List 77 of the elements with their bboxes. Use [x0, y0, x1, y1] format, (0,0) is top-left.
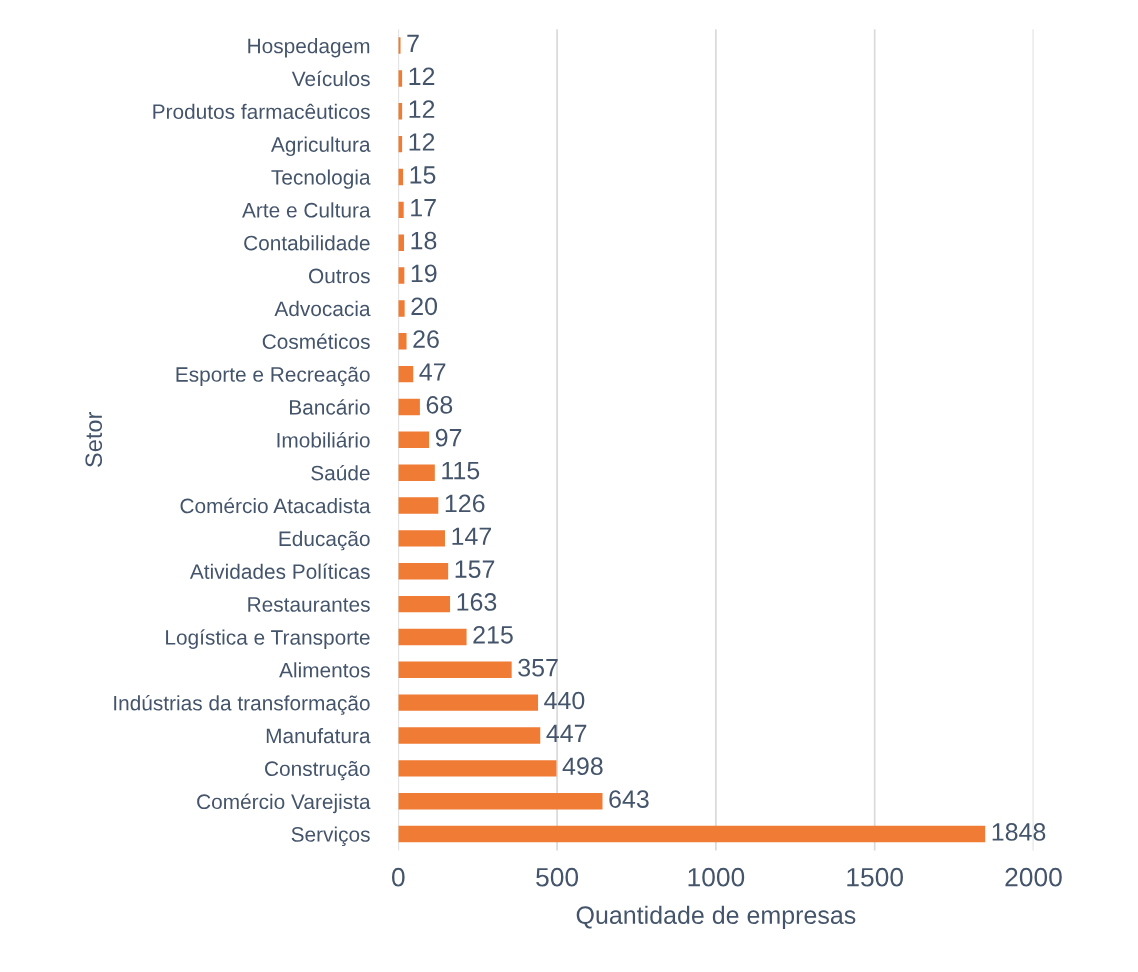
- x-tick-label: 0: [391, 867, 405, 887]
- bar: [398, 37, 401, 54]
- y-tick-label: Atividades Políticas: [189, 563, 370, 579]
- data-label: 163: [457, 593, 497, 611]
- x-tick-label: 1500: [847, 867, 903, 887]
- y-tick-label: Produtos farmacêuticos: [153, 103, 370, 120]
- y-tick-label: Alimentos: [279, 662, 370, 678]
- data-label: 147: [452, 527, 491, 545]
- x-axis-title: Quantidade de empresas: [576, 905, 856, 929]
- bar: [398, 793, 603, 810]
- y-tick-label: Bancário: [290, 399, 370, 415]
- data-label: 7: [407, 34, 419, 53]
- y-tick-label: Tecnologia: [271, 169, 371, 189]
- y-tick-label: Saúde: [311, 464, 370, 481]
- data-label: 12: [409, 133, 435, 151]
- data-label: 157: [455, 560, 495, 578]
- y-tick-label: Construção: [265, 760, 370, 781]
- data-label: 47: [419, 363, 446, 381]
- bar: [398, 628, 467, 646]
- y-tick-label: Comércio Atacadista: [180, 497, 371, 514]
- bar: [398, 530, 445, 547]
- data-label: 12: [409, 100, 435, 118]
- y-tick-label: Outros: [308, 268, 370, 284]
- bar: [398, 825, 986, 843]
- data-label: 498: [562, 757, 603, 776]
- bar: [398, 464, 435, 481]
- data-label: 215: [473, 625, 513, 644]
- bar: [398, 201, 404, 219]
- bar: [398, 398, 420, 416]
- y-tick-label: Educação: [279, 530, 370, 551]
- y-tick-label: Serviços: [291, 826, 370, 847]
- data-label: 15: [410, 166, 436, 184]
- bar: [398, 694, 539, 711]
- bar: [398, 595, 451, 613]
- y-axis-title: Setor: [85, 412, 103, 467]
- data-label: 68: [426, 395, 453, 414]
- bar: [398, 563, 449, 580]
- x-tick-label: 1000: [688, 867, 745, 887]
- x-tick-label: 2000: [1005, 867, 1062, 887]
- data-label: 357: [518, 658, 558, 677]
- data-label: 20: [411, 297, 438, 316]
- data-label: 19: [411, 264, 437, 283]
- bar: [398, 234, 405, 251]
- x-tick-label: 500: [536, 867, 579, 887]
- data-label: 643: [609, 790, 649, 808]
- bar: [398, 431, 430, 449]
- y-tick-label: Restaurantes: [248, 597, 370, 612]
- y-tick-label: Imobiliário: [277, 432, 370, 448]
- y-tick-label: Manufatura: [266, 727, 371, 744]
- y-tick-label: Agricultura: [270, 136, 371, 157]
- y-tick-label: Indústrias da transformação: [114, 694, 370, 715]
- y-tick-label: Veículos: [291, 70, 370, 87]
- data-label: 447: [546, 724, 587, 742]
- y-tick-label: Hospedagem: [248, 38, 370, 58]
- bar: [398, 727, 541, 744]
- y-tick-label: Contabilidade: [244, 235, 370, 251]
- y-tick-label: Arte e Cultura: [242, 202, 371, 218]
- data-label: 115: [442, 461, 480, 480]
- bar: [398, 365, 414, 383]
- y-tick-label: Esporte e Recreação: [176, 366, 370, 387]
- data-label: 97: [435, 428, 462, 447]
- bar: [398, 333, 407, 350]
- y-tick-label: Cosméticos: [262, 333, 370, 350]
- data-label: 17: [411, 199, 436, 217]
- y-tick-label: Advocacia: [274, 300, 371, 317]
- data-label: 12: [409, 67, 435, 85]
- data-label: 18: [411, 231, 437, 250]
- data-label: 26: [413, 330, 439, 348]
- bar: [398, 760, 557, 777]
- data-label: 126: [445, 494, 485, 513]
- bar: [398, 661, 512, 679]
- y-tick-label: Logística e Transporte: [166, 629, 370, 649]
- data-label: 440: [544, 691, 585, 710]
- bar: [398, 300, 405, 317]
- y-tick-label: Comércio Varejista: [197, 793, 371, 814]
- bar: [398, 497, 439, 514]
- data-label: 1848: [992, 823, 1046, 841]
